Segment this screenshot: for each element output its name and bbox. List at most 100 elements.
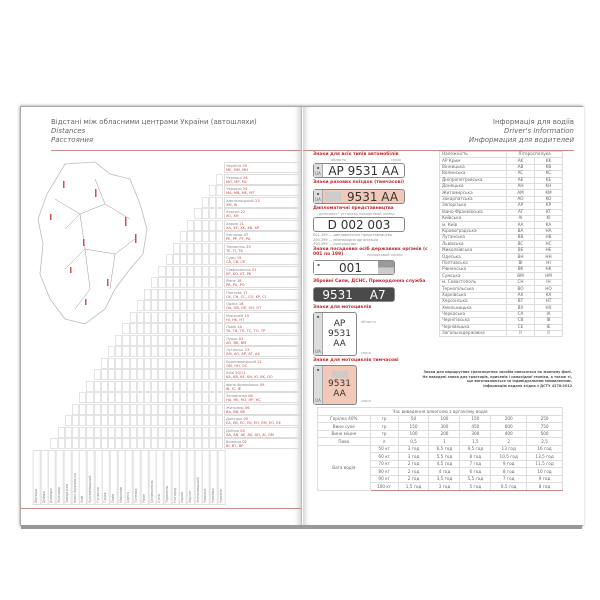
header-ua: Інформація для водіїв (492, 118, 574, 126)
city-row: Ужгород 07 PE, PP, PT, PA (224, 231, 300, 242)
distance-cell (194, 334, 202, 346)
plate-officials: ▪ 001 (313, 260, 395, 275)
distance-cell (158, 415, 166, 426)
distance-cell (187, 369, 195, 380)
distance-cell (79, 426, 87, 438)
distance-cell (201, 392, 209, 403)
column-city: Херсон (187, 449, 195, 505)
distance-cell (172, 323, 180, 334)
distance-cell (144, 357, 152, 369)
distance-cell (72, 403, 80, 415)
city-row: Тернопіль 20 TE, TI, TK (224, 242, 300, 254)
distance-cell (172, 369, 180, 380)
distance-cell (172, 438, 180, 449)
distance-cell (194, 380, 202, 392)
distance-cell (172, 403, 180, 415)
distance-cell (180, 288, 188, 300)
distance-cell (194, 208, 202, 219)
distance-cell (201, 277, 209, 288)
distance-cell (129, 392, 137, 403)
distance-cell (201, 219, 209, 231)
diplo-notes: 001-199 — дипломатичне представництво 20… (313, 233, 392, 246)
distance-cell (129, 426, 137, 438)
distance-cell (194, 415, 202, 426)
distance-cell (187, 277, 195, 288)
distance-cell (180, 311, 188, 323)
distance-cell (208, 265, 216, 277)
distance-cell (180, 415, 188, 426)
distance-cell (57, 426, 65, 438)
distance-cell (165, 426, 173, 438)
column-city: Рівне (140, 449, 149, 505)
distance-cell (115, 392, 123, 403)
distance-cell (93, 415, 101, 426)
table-row: Пиво л 0,5 1 1,5 2 2,5 (317, 437, 563, 446)
distance-cell (194, 323, 202, 334)
city-row: Сімферополь 01 KP, KO, KT, PK (224, 265, 300, 277)
distance-cell (122, 357, 130, 369)
distance-cell (194, 265, 202, 277)
section-temporary: Знаки разових поїздок (тимчасові) (313, 180, 405, 185)
distance-cell (201, 300, 209, 311)
distance-cell (72, 415, 80, 426)
distance-cell (86, 426, 94, 438)
distance-cell (187, 438, 195, 449)
distance-cell (100, 357, 108, 369)
distance-cell (172, 300, 180, 311)
distance-cell (151, 288, 159, 300)
distance-cell (208, 323, 216, 334)
distance-cell (158, 323, 166, 334)
distance-cell (194, 300, 202, 311)
distance-cell (201, 334, 209, 346)
distance-cell (165, 415, 173, 426)
distance-cell (201, 265, 209, 277)
distance-cell (122, 403, 130, 415)
distance-cell (208, 346, 216, 357)
right-page: Інформація для водіїв Driver's Informati… (303, 107, 584, 525)
table-row: Сумська BM HM (439, 272, 563, 280)
distance-cell (216, 196, 224, 208)
distance-cell (201, 369, 209, 380)
distance-cell (158, 334, 166, 346)
distance-cell (180, 403, 188, 415)
distance-cell (194, 231, 202, 242)
distance-cell (136, 357, 144, 369)
distance-cell (72, 426, 80, 438)
distance-cell (194, 346, 202, 357)
city-row: Луцьк 03 AO, BK, BM (224, 334, 300, 346)
table-row: Полтавська BI HI (439, 259, 563, 268)
title-ru: Расстояния (51, 136, 94, 144)
distance-cell (144, 346, 152, 357)
distance-cell (201, 208, 209, 219)
section-diplomatic: Дипломатичні представництва (313, 206, 394, 211)
distance-cell (93, 426, 101, 438)
distance-cell (115, 415, 123, 426)
column-city: Львів (110, 449, 118, 505)
label-region: область (331, 158, 347, 162)
table-row: Чернівецька CE IE (439, 323, 563, 331)
distance-cell (216, 392, 224, 403)
distance-cell (180, 265, 188, 277)
distance-cell (208, 219, 216, 231)
distance-cell (208, 300, 216, 311)
city-row: Житомир 06 BA, BB, BE (224, 403, 300, 415)
distance-cell (216, 380, 224, 392)
distance-cell (57, 438, 65, 449)
distance-cell (136, 426, 144, 438)
distance-cell (187, 311, 195, 323)
distance-cell (108, 392, 116, 403)
distance-cell (208, 196, 216, 208)
distance-cell (144, 426, 152, 438)
distance-cell (208, 311, 216, 323)
city-row: Рівне 18 PB, PA, PO (224, 277, 300, 288)
distance-cell (144, 300, 152, 311)
distance-cell (216, 254, 224, 265)
distance-cell (216, 277, 224, 288)
distance-cell (187, 288, 195, 300)
coat-of-arms-icon: ▪ (314, 261, 323, 274)
distance-cell (165, 380, 173, 392)
distance-cell (180, 323, 188, 334)
column-city: Чернівці (210, 449, 218, 505)
distance-cell (108, 403, 116, 415)
distance-cell (172, 380, 180, 392)
